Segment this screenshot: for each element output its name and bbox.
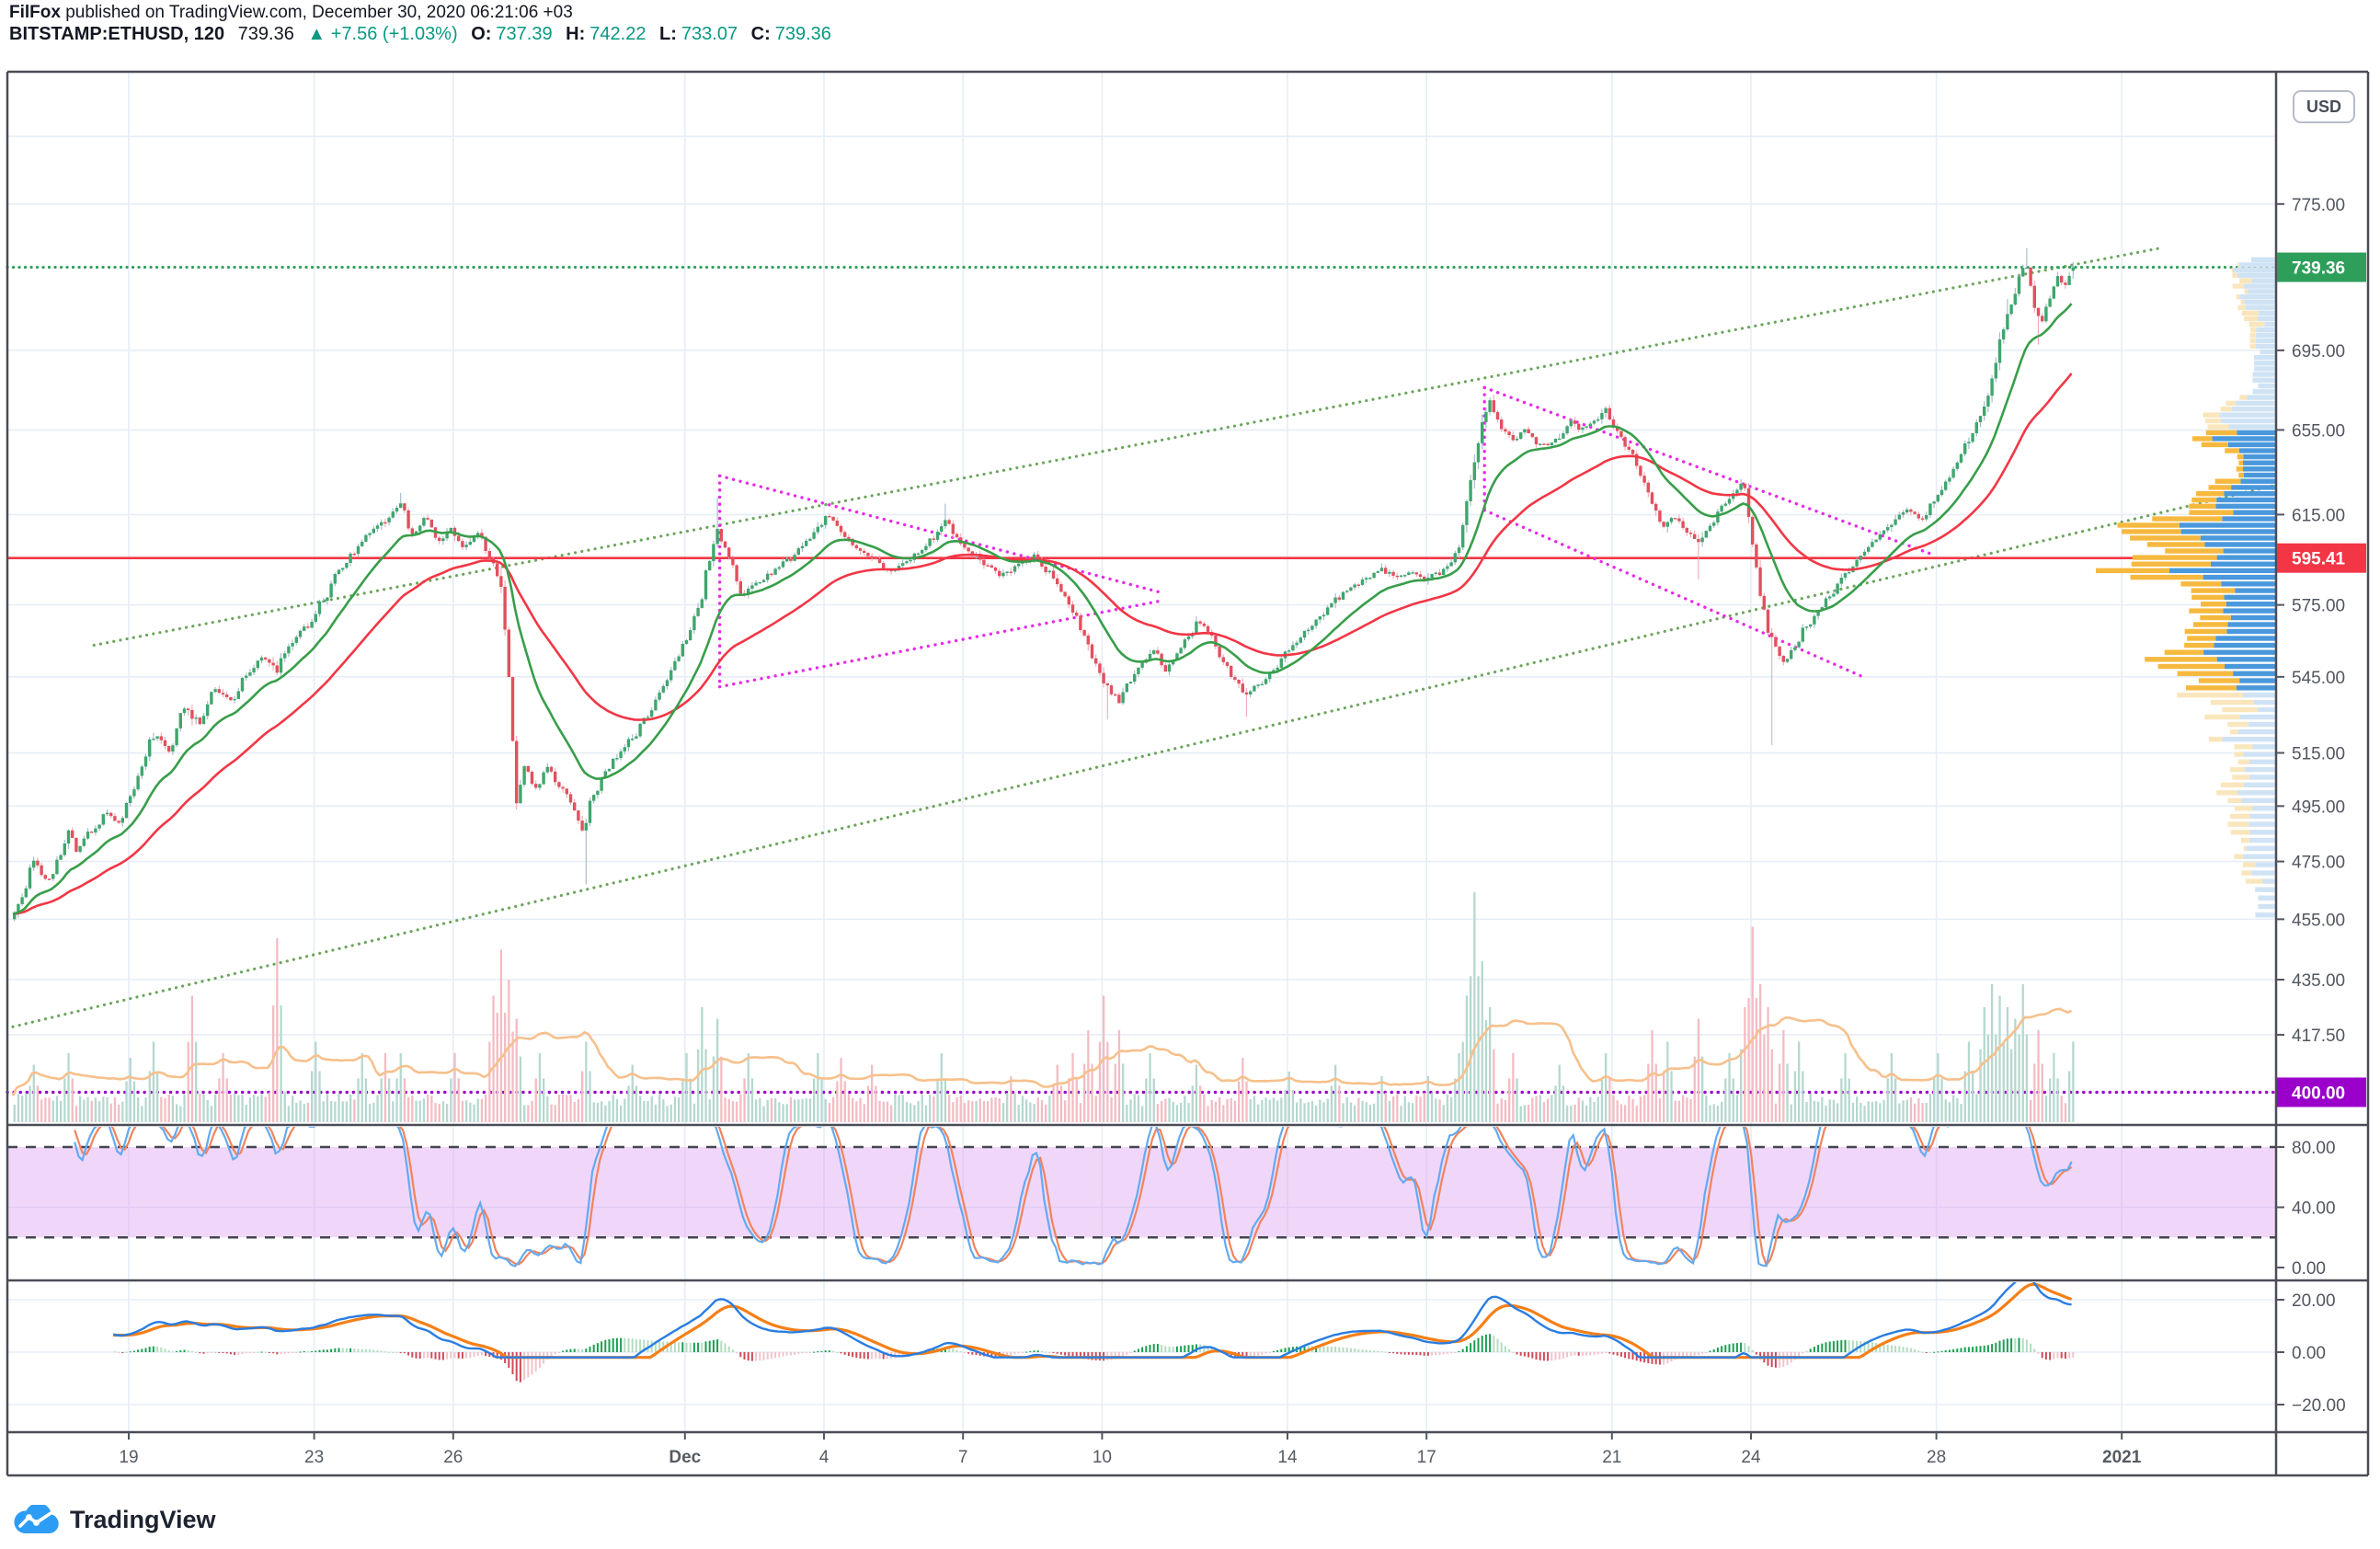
publish-header: FilFox published on TradingView.com, Dec…: [9, 3, 573, 23]
svg-text:2021: 2021: [2102, 1448, 2142, 1467]
svg-text:10: 10: [1093, 1448, 1112, 1467]
svg-text:0.00: 0.00: [2292, 1259, 2326, 1279]
svg-text:400.00: 400.00: [2292, 1084, 2345, 1103]
svg-text:595.41: 595.41: [2292, 550, 2346, 569]
svg-text:455.00: 455.00: [2292, 911, 2345, 930]
volume-ma-line: [11, 1007, 2073, 1096]
svg-text:615.00: 615.00: [2292, 506, 2345, 525]
stoch-k-line: [74, 1127, 2073, 1268]
svg-text:26: 26: [443, 1448, 463, 1467]
svg-text:475.00: 475.00: [2292, 854, 2345, 873]
svg-text:−20.00: −20.00: [2292, 1396, 2346, 1416]
svg-text:USD: USD: [2306, 98, 2341, 116]
open-label: O:: [471, 24, 492, 44]
tradingview-logo: TradingView: [13, 1505, 216, 1534]
svg-text:435.00: 435.00: [2292, 971, 2345, 991]
high-value: 742.22: [589, 24, 646, 44]
time-axis[interactable]: 19 23 26 Dec 4 7 10 14 17 21 24 28 2021: [119, 1432, 2142, 1467]
pane-frame: [6, 70, 2370, 1477]
svg-text:24: 24: [1741, 1448, 1761, 1467]
symbol-header: BITSTAMP:ETHUSD, 120 739.36 ▲ +7.56 (+1.…: [9, 24, 831, 45]
svg-text:80.00: 80.00: [2292, 1139, 2336, 1158]
macd-line: [112, 1282, 2072, 1359]
volume-histogram: [11, 892, 2075, 1122]
svg-text:515.00: 515.00: [2292, 745, 2345, 764]
symbol-last-price: 739.36: [237, 24, 294, 44]
svg-text:0.00: 0.00: [2292, 1344, 2326, 1363]
stochastic-lines: [74, 1127, 2073, 1268]
grid-lines: [7, 72, 2276, 1431]
svg-text:7: 7: [958, 1448, 968, 1467]
svg-text:655.00: 655.00: [2292, 421, 2345, 441]
low-label: L:: [659, 24, 677, 44]
purple-level-tag: [2277, 1077, 2366, 1107]
brand-name: TradingView: [70, 1505, 216, 1533]
tradingview-cloud-icon: [14, 1505, 59, 1533]
svg-text:575.00: 575.00: [2292, 597, 2345, 616]
svg-text:23: 23: [304, 1448, 324, 1467]
svg-text:17: 17: [1417, 1448, 1436, 1467]
symbol-change: ▲ +7.56 (+1.03%): [307, 24, 458, 44]
symbol-title: BITSTAMP:ETHUSD, 120: [9, 24, 225, 44]
ema-slow-red-line: [12, 373, 2073, 915]
high-label: H:: [566, 24, 586, 44]
close-value: 739.36: [774, 24, 831, 44]
last-price-tag: [2277, 252, 2366, 282]
low-value: 733.07: [681, 24, 738, 44]
macd-pane: [112, 1282, 2075, 1383]
svg-text:417.50: 417.50: [2292, 1027, 2345, 1046]
svg-text:40.00: 40.00: [2292, 1199, 2336, 1219]
open-value: 737.39: [496, 24, 553, 44]
svg-text:21: 21: [1602, 1448, 1621, 1467]
svg-text:4: 4: [819, 1448, 830, 1467]
trendlines-green-dotted: [11, 247, 2275, 1028]
close-label: C:: [750, 24, 771, 44]
svg-text:Dec: Dec: [669, 1448, 701, 1467]
stochastic-axis-labels[interactable]: 80.00 40.00 0.00: [2276, 1139, 2336, 1279]
svg-text:695.00: 695.00: [2292, 342, 2345, 361]
svg-text:739.36: 739.36: [2292, 259, 2345, 279]
svg-text:28: 28: [1927, 1448, 1946, 1467]
ema-fast-green-line: [12, 303, 2073, 915]
pattern-drawings-magenta: [717, 385, 1935, 689]
moving-average-lines: [12, 303, 2073, 915]
candlestick-series: [13, 247, 2075, 922]
author-name: FilFox: [9, 3, 61, 22]
svg-text:495.00: 495.00: [2292, 797, 2345, 817]
macd-axis-labels[interactable]: 20.00 0.00 −20.00: [2276, 1291, 2346, 1416]
svg-text:545.00: 545.00: [2292, 669, 2345, 688]
price-axis[interactable]: 775.00 695.00 655.00 615.00 575.00 545.00 515.…: [2276, 196, 2366, 1107]
volume-profile: [2096, 257, 2275, 918]
svg-text:19: 19: [119, 1448, 138, 1467]
resistance-price-tag: [2277, 543, 2366, 573]
svg-text:20.00: 20.00: [2292, 1291, 2336, 1311]
svg-text:14: 14: [1277, 1448, 1298, 1467]
svg-text:775.00: 775.00: [2292, 196, 2345, 215]
currency-button[interactable]: USD: [2293, 90, 2355, 123]
publish-info: published on TradingView.com, December 3…: [60, 3, 573, 22]
